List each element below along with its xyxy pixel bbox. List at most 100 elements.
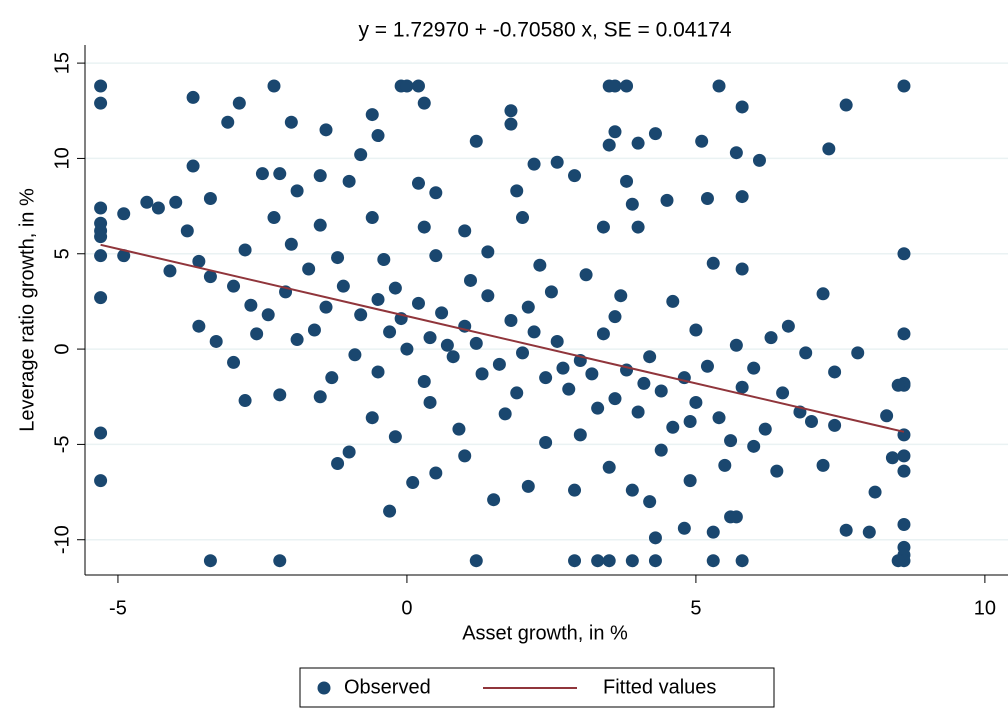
point [602,460,616,474]
point [585,367,599,381]
point [735,100,749,114]
point [735,380,749,394]
point [816,458,830,472]
point [614,289,628,303]
point [591,401,605,415]
point [602,554,616,568]
point [839,98,853,112]
point [683,474,697,488]
point [648,127,662,141]
point [654,384,668,398]
point [521,300,535,314]
point [706,554,720,568]
point [371,365,385,379]
point [620,174,634,188]
point [568,554,582,568]
x-tick-label: -5 [109,597,127,619]
point [625,554,639,568]
point [544,285,558,299]
chart-title: y = 1.72970 + -0.70580 x, SE = 0.04174 [358,19,731,42]
point [862,525,876,539]
point [463,273,477,287]
point [411,79,425,93]
point [284,115,298,129]
point [695,134,709,148]
point [568,483,582,497]
point [706,256,720,270]
point [666,420,680,434]
point [897,517,911,531]
point [273,167,287,181]
point [752,153,766,167]
point [608,310,622,324]
y-axis-label: Leverage ratio growth, in % [16,188,38,432]
point [267,79,281,93]
point [718,458,732,472]
point [250,327,264,341]
point [729,338,743,352]
point [712,79,726,93]
point [261,308,275,322]
point [221,115,235,129]
point [284,237,298,251]
point [336,279,350,293]
point [510,386,524,400]
point [313,218,327,232]
point [117,249,131,263]
point [475,367,489,381]
point [568,169,582,183]
point [689,323,703,337]
point [816,287,830,301]
point [232,96,246,110]
point [273,388,287,402]
point [446,350,460,364]
point [885,451,899,465]
point [452,422,466,436]
x-tick-label: 5 [690,597,701,619]
point [429,186,443,200]
point [550,155,564,169]
point [94,291,108,305]
point [712,411,726,425]
point [388,281,402,295]
point [591,554,605,568]
x-axis-label: Asset growth, in % [462,622,628,644]
point [828,418,842,432]
point [660,193,674,207]
point [539,436,553,449]
point [354,148,368,162]
point [608,79,622,93]
point [729,146,743,160]
point [897,464,911,478]
point [510,184,524,198]
point [822,142,836,156]
point [573,428,587,442]
point [596,327,610,341]
point [631,136,645,150]
point [851,346,865,360]
point [764,331,778,345]
point [244,298,258,312]
point [192,254,206,268]
point [319,300,333,314]
point [706,525,720,539]
point [94,474,108,488]
point [498,407,512,421]
point [556,361,570,375]
point [331,251,345,265]
point [342,174,356,188]
point [799,346,813,360]
point [683,415,697,429]
x-tick-label: 0 [401,597,412,619]
point [331,456,345,470]
point [891,378,905,392]
point [469,336,483,350]
point [776,386,790,400]
point [151,201,165,215]
legend-label: Observed [344,676,431,698]
point [435,306,449,320]
point [417,220,431,234]
point [383,325,397,339]
